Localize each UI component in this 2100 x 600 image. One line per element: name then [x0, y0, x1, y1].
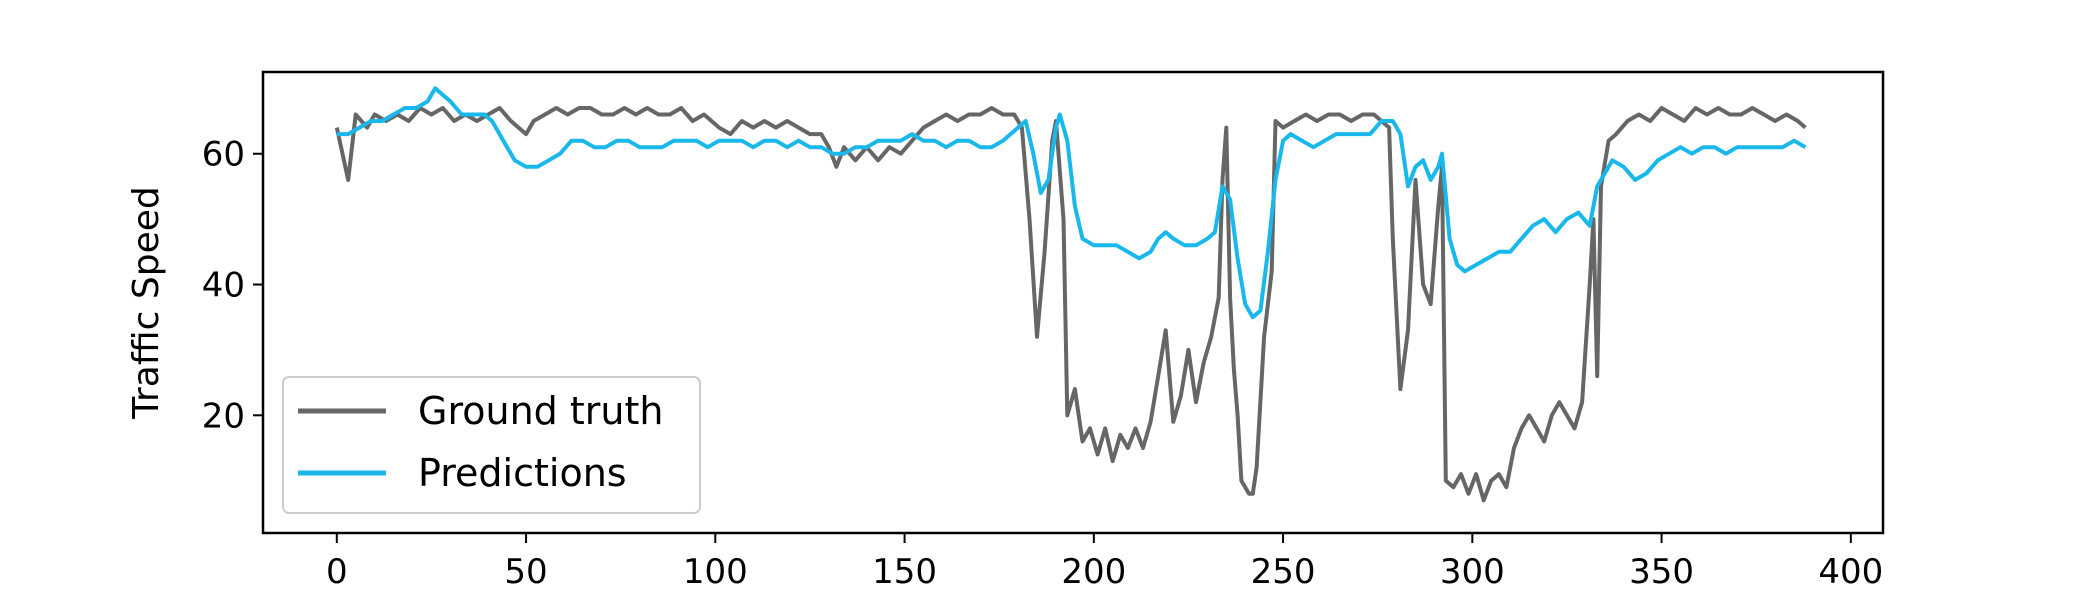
legend: Ground truth Predictions	[282, 376, 701, 514]
legend-label-ground-truth: Ground truth	[418, 389, 663, 433]
y-tick-label: 20	[202, 396, 245, 436]
y-tick-label: 40	[202, 266, 245, 306]
plot-frame	[261, 70, 1885, 535]
x-tick-label: 400	[1818, 552, 1883, 592]
series-line-ground-truth	[334, 106, 1807, 503]
x-axis: 0 50 100 150 200 250 300 350 400	[326, 533, 1883, 592]
y-tick-label: 60	[202, 135, 245, 175]
x-tick-label: 50	[504, 552, 547, 592]
legend-label-predictions: Predictions	[418, 451, 627, 495]
series-line-predictions	[336, 86, 1807, 320]
x-tick-label: 200	[1061, 552, 1126, 592]
x-tick-label: 350	[1629, 552, 1694, 592]
legend-box	[282, 376, 701, 514]
x-tick-label: 300	[1440, 552, 1505, 592]
x-tick-label: 100	[683, 552, 748, 592]
plot-lines	[334, 86, 1807, 503]
x-tick-label: 150	[872, 552, 937, 592]
y-axis-label: Traffic Speed	[126, 186, 167, 419]
x-tick-label: 0	[326, 552, 348, 592]
x-tick-label: 250	[1251, 552, 1316, 592]
y-axis: 20 40 60	[202, 135, 263, 436]
